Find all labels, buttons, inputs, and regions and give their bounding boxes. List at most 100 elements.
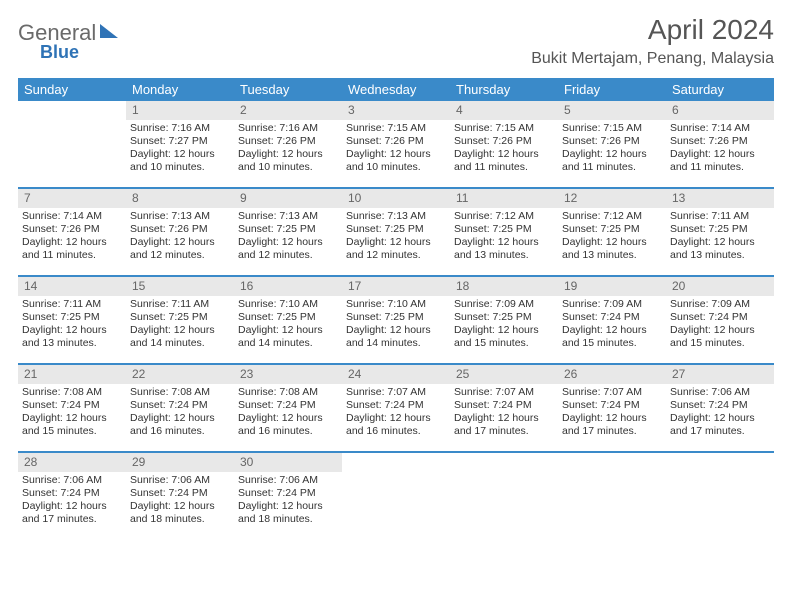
week-row: 7Sunrise: 7:14 AMSunset: 7:26 PMDaylight… xyxy=(18,189,774,277)
day-number: 2 xyxy=(234,101,342,120)
weekday-header: Thursday xyxy=(450,78,558,101)
day-number: 16 xyxy=(234,277,342,296)
sunset-line: Sunset: 7:24 PM xyxy=(562,399,662,412)
daylight-line: Daylight: 12 hours xyxy=(238,500,338,513)
day-details: Sunrise: 7:15 AMSunset: 7:26 PMDaylight:… xyxy=(558,122,666,175)
day-details: Sunrise: 7:16 AMSunset: 7:27 PMDaylight:… xyxy=(126,122,234,175)
day-cell: 19Sunrise: 7:09 AMSunset: 7:24 PMDayligh… xyxy=(558,277,666,363)
day-cell: 24Sunrise: 7:07 AMSunset: 7:24 PMDayligh… xyxy=(342,365,450,451)
day-cell: 1 Sunrise: 7:16 AMSunset: 7:27 PMDaylight… xyxy=(126,101,234,187)
daylight-line: and 10 minutes. xyxy=(238,161,338,174)
daylight-line: and 12 minutes. xyxy=(130,249,230,262)
day-details: Sunrise: 7:06 AMSunset: 7:24 PMDaylight:… xyxy=(234,474,342,527)
daylight-line: and 14 minutes. xyxy=(238,337,338,350)
daylight-line: and 18 minutes. xyxy=(238,513,338,526)
logo-word-2: Blue xyxy=(40,42,79,63)
sunset-line: Sunset: 7:26 PM xyxy=(238,135,338,148)
sunset-line: Sunset: 7:25 PM xyxy=(22,311,122,324)
day-number: 28 xyxy=(18,453,126,472)
day-cell: 14Sunrise: 7:11 AMSunset: 7:25 PMDayligh… xyxy=(18,277,126,363)
day-number: 22 xyxy=(126,365,234,384)
sunrise-line: Sunrise: 7:13 AM xyxy=(130,210,230,223)
day-cell: 22Sunrise: 7:08 AMSunset: 7:24 PMDayligh… xyxy=(126,365,234,451)
day-cell: 4Sunrise: 7:15 AMSunset: 7:26 PMDaylight… xyxy=(450,101,558,187)
sunset-line: Sunset: 7:25 PM xyxy=(454,311,554,324)
daylight-line: and 14 minutes. xyxy=(346,337,446,350)
daylight-line: Daylight: 12 hours xyxy=(22,236,122,249)
day-details: Sunrise: 7:13 AMSunset: 7:25 PMDaylight:… xyxy=(342,210,450,263)
location-subtitle: Bukit Mertajam, Penang, Malaysia xyxy=(531,50,774,68)
day-details: Sunrise: 7:16 AMSunset: 7:26 PMDaylight:… xyxy=(234,122,342,175)
day-number: 11 xyxy=(450,189,558,208)
sunset-line: Sunset: 7:26 PM xyxy=(346,135,446,148)
daylight-line: and 16 minutes. xyxy=(346,425,446,438)
title-block: April 2024 Bukit Mertajam, Penang, Malay… xyxy=(531,14,774,68)
daylight-line: Daylight: 12 hours xyxy=(454,148,554,161)
day-cell: 9Sunrise: 7:13 AMSunset: 7:25 PMDaylight… xyxy=(234,189,342,275)
day-number: 12 xyxy=(558,189,666,208)
day-number: 20 xyxy=(666,277,774,296)
daylight-line: and 10 minutes. xyxy=(346,161,446,174)
sunrise-line: Sunrise: 7:09 AM xyxy=(670,298,770,311)
sunrise-line: Sunrise: 7:06 AM xyxy=(130,474,230,487)
day-cell: 18Sunrise: 7:09 AMSunset: 7:25 PMDayligh… xyxy=(450,277,558,363)
sunrise-line: Sunrise: 7:14 AM xyxy=(22,210,122,223)
weekday-header-row: Sunday Monday Tuesday Wednesday Thursday… xyxy=(18,78,774,101)
sunset-line: Sunset: 7:25 PM xyxy=(346,223,446,236)
sunrise-line: Sunrise: 7:08 AM xyxy=(130,386,230,399)
day-details: Sunrise: 7:15 AMSunset: 7:26 PMDaylight:… xyxy=(450,122,558,175)
day-details: Sunrise: 7:12 AMSunset: 7:25 PMDaylight:… xyxy=(450,210,558,263)
sunrise-line: Sunrise: 7:13 AM xyxy=(238,210,338,223)
daylight-line: Daylight: 12 hours xyxy=(238,236,338,249)
day-details: Sunrise: 7:10 AMSunset: 7:25 PMDaylight:… xyxy=(342,298,450,351)
day-cell: 6Sunrise: 7:14 AMSunset: 7:26 PMDaylight… xyxy=(666,101,774,187)
week-row: 28Sunrise: 7:06 AMSunset: 7:24 PMDayligh… xyxy=(18,453,774,539)
day-details: Sunrise: 7:08 AMSunset: 7:24 PMDaylight:… xyxy=(18,386,126,439)
day-cell xyxy=(18,101,126,187)
day-number: 30 xyxy=(234,453,342,472)
daylight-line: Daylight: 12 hours xyxy=(346,148,446,161)
sunset-line: Sunset: 7:24 PM xyxy=(238,487,338,500)
sunset-line: Sunset: 7:26 PM xyxy=(562,135,662,148)
sunset-line: Sunset: 7:24 PM xyxy=(454,399,554,412)
day-details: Sunrise: 7:07 AMSunset: 7:24 PMDaylight:… xyxy=(342,386,450,439)
day-number: 19 xyxy=(558,277,666,296)
day-details: Sunrise: 7:12 AMSunset: 7:25 PMDaylight:… xyxy=(558,210,666,263)
sunrise-line: Sunrise: 7:13 AM xyxy=(346,210,446,223)
sunrise-line: Sunrise: 7:06 AM xyxy=(670,386,770,399)
daylight-line: Daylight: 12 hours xyxy=(562,324,662,337)
day-number: 26 xyxy=(558,365,666,384)
sunrise-line: Sunrise: 7:12 AM xyxy=(562,210,662,223)
calendar-page: General Blue April 2024 Bukit Mertajam, … xyxy=(0,0,792,612)
sunrise-line: Sunrise: 7:07 AM xyxy=(562,386,662,399)
day-cell: 29 Sunrise: 7:06 AMSunset: 7:24 PMDayligh… xyxy=(126,453,234,539)
daylight-line: Daylight: 12 hours xyxy=(130,148,230,161)
daylight-line: Daylight: 12 hours xyxy=(22,324,122,337)
daylight-line: Daylight: 12 hours xyxy=(346,412,446,425)
week-row: 1 Sunrise: 7:16 AMSunset: 7:27 PMDaylight… xyxy=(18,101,774,189)
day-cell: 2 Sunrise: 7:16 AMSunset: 7:26 PMDaylight… xyxy=(234,101,342,187)
day-cell: 11 Sunrise: 7:12 AMSunset: 7:25 PMDayligh… xyxy=(450,189,558,275)
weekday-header: Wednesday xyxy=(342,78,450,101)
day-number: 17 xyxy=(342,277,450,296)
daylight-line: Daylight: 12 hours xyxy=(238,324,338,337)
sunset-line: Sunset: 7:24 PM xyxy=(670,311,770,324)
daylight-line: and 17 minutes. xyxy=(454,425,554,438)
day-cell: 26Sunrise: 7:07 AMSunset: 7:24 PMDayligh… xyxy=(558,365,666,451)
day-number: 29 xyxy=(126,453,234,472)
sunset-line: Sunset: 7:25 PM xyxy=(238,311,338,324)
day-details: Sunrise: 7:07 AMSunset: 7:24 PMDaylight:… xyxy=(450,386,558,439)
day-number: 1 xyxy=(126,101,234,120)
daylight-line: and 16 minutes. xyxy=(130,425,230,438)
sunset-line: Sunset: 7:25 PM xyxy=(562,223,662,236)
day-details: Sunrise: 7:06 AMSunset: 7:24 PMDaylight:… xyxy=(126,474,234,527)
sunset-line: Sunset: 7:24 PM xyxy=(562,311,662,324)
day-details: Sunrise: 7:13 AMSunset: 7:26 PMDaylight:… xyxy=(126,210,234,263)
day-number: 27 xyxy=(666,365,774,384)
sunrise-line: Sunrise: 7:15 AM xyxy=(454,122,554,135)
weekday-header: Sunday xyxy=(18,78,126,101)
daylight-line: Daylight: 12 hours xyxy=(670,236,770,249)
daylight-line: and 12 minutes. xyxy=(346,249,446,262)
sunrise-line: Sunrise: 7:16 AM xyxy=(238,122,338,135)
sunrise-line: Sunrise: 7:11 AM xyxy=(22,298,122,311)
